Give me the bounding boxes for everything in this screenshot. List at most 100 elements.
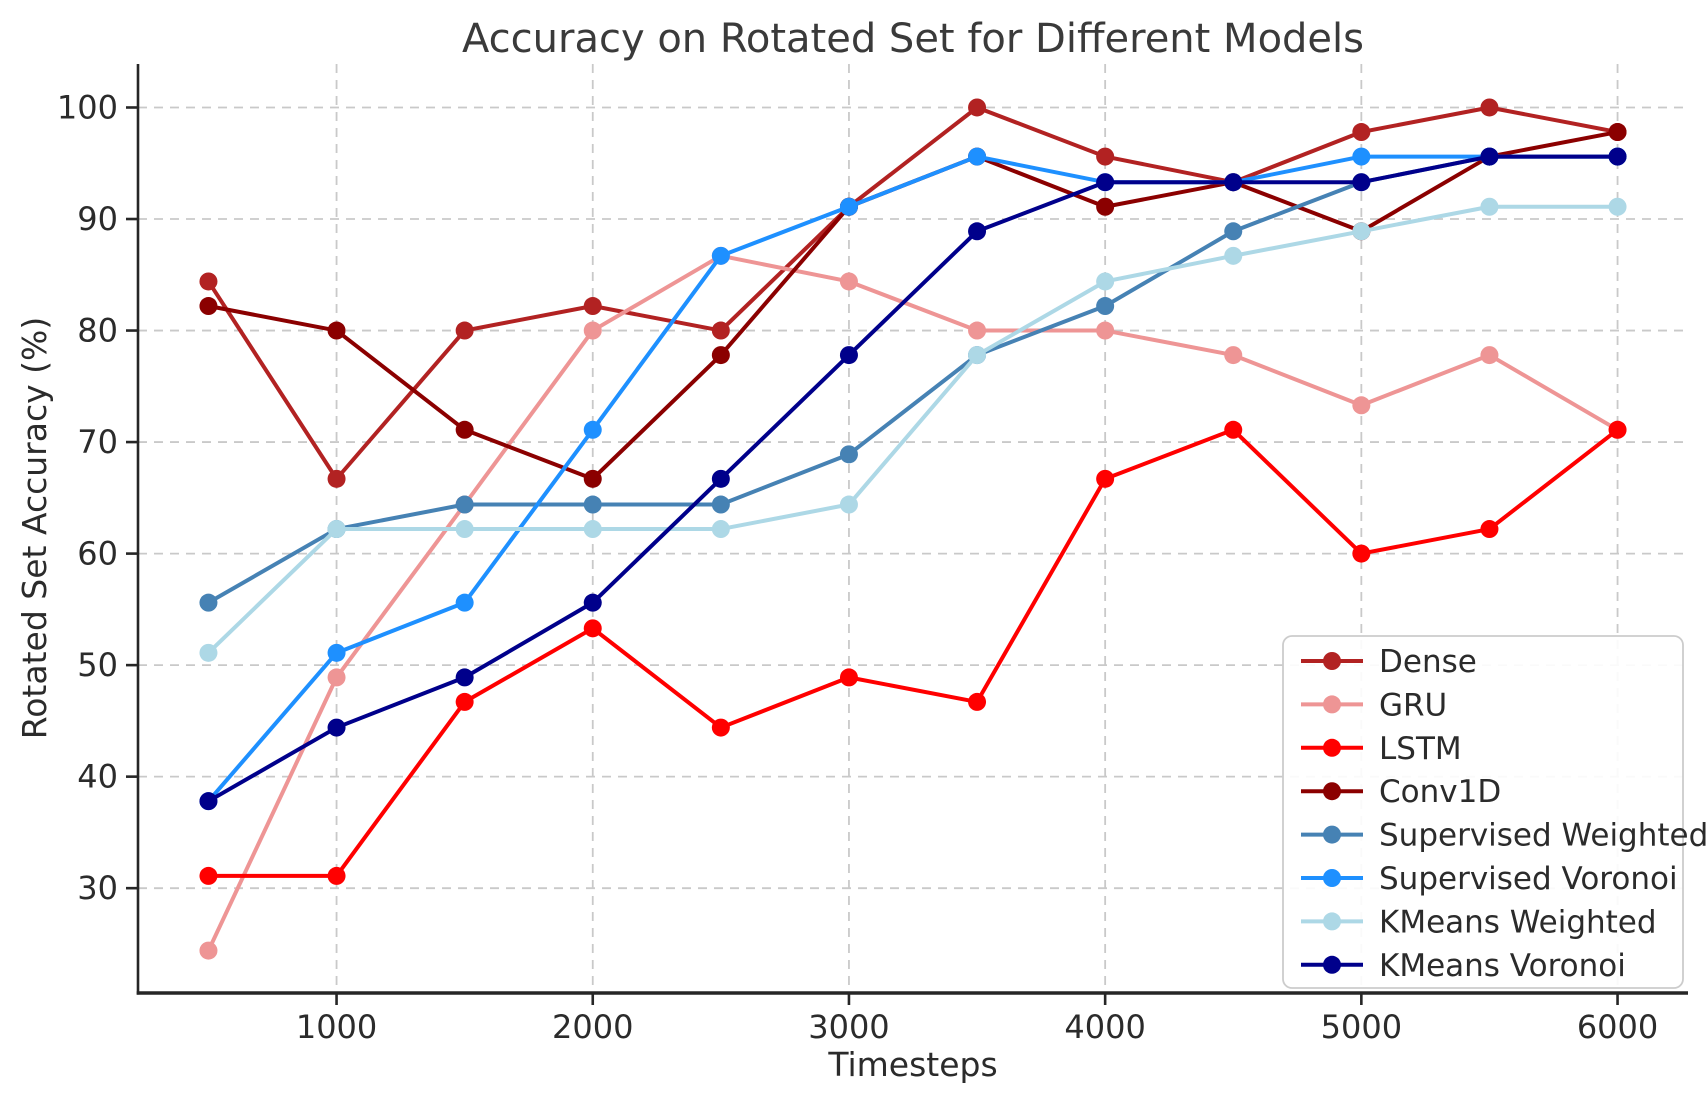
y-tick-label: 70 xyxy=(77,423,118,461)
data-point-kmeans-voronoi xyxy=(199,792,218,811)
data-point-supervised-voronoi xyxy=(327,643,346,662)
data-point-kmeans-voronoi xyxy=(1096,173,1115,192)
x-tick-label: 5000 xyxy=(1321,1008,1402,1046)
data-point-supervised-weighted xyxy=(1224,222,1243,241)
data-point-supervised-weighted xyxy=(1096,297,1115,316)
legend-item-lstm: LSTM xyxy=(1301,731,1462,767)
x-tick-label: 4000 xyxy=(1064,1008,1145,1046)
data-point-gru xyxy=(1352,396,1371,415)
y-tick-label: 60 xyxy=(77,535,118,573)
data-point-gru xyxy=(839,272,858,291)
data-point-lstm xyxy=(1352,544,1371,563)
data-point-lstm xyxy=(455,692,474,711)
series-line-supervised-voronoi xyxy=(206,154,1620,804)
data-point-kmeans-weighted xyxy=(327,520,346,539)
data-point-kmeans-voronoi xyxy=(1224,173,1243,192)
series-line-lstm xyxy=(206,427,1620,878)
data-point-supervised-voronoi xyxy=(583,420,602,439)
data-point-kmeans-voronoi xyxy=(1608,147,1627,166)
data-point-lstm xyxy=(1608,420,1627,439)
data-point-gru xyxy=(1096,321,1115,340)
legend-label: KMeans Weighted xyxy=(1379,904,1657,940)
data-point-lstm xyxy=(1480,520,1499,539)
data-point-kmeans-weighted xyxy=(1096,272,1115,291)
legend-swatch-marker xyxy=(1323,825,1341,844)
data-point-kmeans-weighted xyxy=(455,520,474,539)
legend-label: KMeans Voronoi xyxy=(1379,948,1626,984)
data-point-supervised-weighted xyxy=(839,445,858,464)
legend-label: Supervised Weighted xyxy=(1379,818,1707,854)
legend-label: GRU xyxy=(1379,687,1447,723)
data-point-dense xyxy=(455,321,474,340)
data-point-gru xyxy=(1480,346,1499,365)
data-point-conv1d xyxy=(327,321,346,340)
data-point-kmeans-weighted xyxy=(1224,246,1243,265)
data-point-lstm xyxy=(583,619,602,638)
series-line-kmeans-weighted xyxy=(206,204,1620,655)
legend-swatch-marker xyxy=(1323,738,1341,757)
data-point-lstm xyxy=(1096,469,1115,488)
x-tick-label: 6000 xyxy=(1577,1008,1658,1046)
data-point-gru xyxy=(327,668,346,687)
legend-swatch-marker xyxy=(1323,955,1341,974)
data-point-kmeans-voronoi xyxy=(839,346,858,365)
grid-layer xyxy=(138,64,1688,993)
series-line-kmeans-voronoi xyxy=(206,154,1620,804)
legend-layer: Dense GRU LSTM Conv1D Supervised Weighted Sup… xyxy=(1282,635,1707,989)
data-point-kmeans-weighted xyxy=(839,495,858,514)
chart-title: Accuracy on Rotated Set for Different Mo… xyxy=(462,16,1364,62)
data-point-gru xyxy=(1224,346,1243,365)
y-axis-label: Rotated Set Accuracy (%) xyxy=(15,317,54,739)
legend-item-gru: GRU xyxy=(1301,687,1447,723)
legend-label: Supervised Voronoi xyxy=(1379,861,1678,897)
data-point-kmeans-weighted xyxy=(1480,197,1499,216)
data-point-kmeans-voronoi xyxy=(1352,173,1371,192)
data-point-gru xyxy=(583,321,602,340)
data-point-lstm xyxy=(839,668,858,687)
data-point-kmeans-weighted xyxy=(583,520,602,539)
data-point-supervised-voronoi xyxy=(839,197,858,216)
data-point-kmeans-voronoi xyxy=(1480,147,1499,166)
series-layer xyxy=(199,98,1627,960)
data-point-kmeans-weighted xyxy=(199,643,218,662)
data-point-dense xyxy=(1480,98,1499,117)
data-point-kmeans-voronoi xyxy=(327,718,346,737)
legend-item-conv1d: Conv1D xyxy=(1301,774,1501,810)
data-point-dense xyxy=(583,297,602,316)
y-tick-label: 90 xyxy=(77,200,118,238)
data-point-lstm xyxy=(1224,420,1243,439)
x-tick-label: 2000 xyxy=(552,1008,633,1046)
y-tick-label: 40 xyxy=(77,758,118,796)
series-line-dense xyxy=(206,105,1620,481)
data-point-dense xyxy=(968,98,987,117)
data-point-conv1d xyxy=(455,420,474,439)
legend-item-supervised-weighted: Supervised Weighted xyxy=(1301,818,1707,854)
data-point-dense xyxy=(199,272,218,291)
data-point-kmeans-weighted xyxy=(968,346,987,365)
legend-swatch-marker xyxy=(1323,912,1341,931)
y-tick-label: 80 xyxy=(77,312,118,350)
data-point-dense xyxy=(1096,147,1115,166)
data-point-dense xyxy=(711,321,730,340)
data-point-gru xyxy=(199,941,218,960)
data-point-dense xyxy=(327,469,346,488)
legend-item-kmeans-voronoi: KMeans Voronoi xyxy=(1301,948,1626,984)
legend-swatch-marker xyxy=(1323,869,1341,887)
data-point-dense xyxy=(1352,123,1371,142)
legend-swatch-marker xyxy=(1323,652,1341,670)
data-point-lstm xyxy=(327,866,346,885)
data-point-supervised-voronoi xyxy=(711,246,730,265)
y-tick-label: 50 xyxy=(77,646,118,684)
x-tick-label: 3000 xyxy=(808,1008,889,1046)
legend-item-dense: Dense xyxy=(1301,644,1477,680)
data-point-lstm xyxy=(199,866,218,885)
data-point-kmeans-weighted xyxy=(711,520,730,539)
legend-box xyxy=(1282,635,1684,989)
y-tick-label: 100 xyxy=(57,88,118,126)
data-point-supervised-weighted xyxy=(199,593,218,612)
data-point-conv1d xyxy=(711,346,730,365)
data-point-supervised-voronoi xyxy=(968,147,987,166)
legend-item-supervised-voronoi: Supervised Voronoi xyxy=(1301,861,1678,897)
